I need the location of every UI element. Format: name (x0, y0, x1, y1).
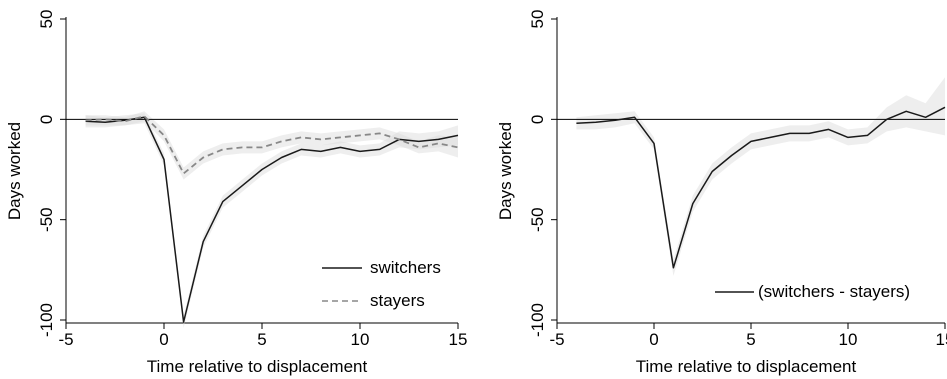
confidence-band-1 (576, 77, 945, 276)
legend-label-1: (switchers - stayers) (758, 282, 910, 301)
x-tick-label: 5 (257, 330, 266, 349)
x-tick-label: -5 (58, 330, 73, 349)
series-line-1 (576, 106, 946, 269)
y-axis-title: Days worked (5, 122, 24, 220)
confidence-band-1 (85, 113, 458, 328)
series-line-2 (85, 115, 459, 175)
x-axis-title: Time relative to displacement (147, 357, 368, 376)
confidence-band-2 (85, 111, 458, 180)
x-tick-label: 15 (449, 330, 468, 349)
x-tick-label: 15 (936, 330, 947, 349)
x-tick-label: -5 (549, 330, 564, 349)
y-tick-label: 0 (528, 115, 547, 124)
y-tick-label: -50 (37, 207, 56, 232)
series-line-1 (85, 116, 459, 323)
y-tick-label: 50 (37, 10, 56, 29)
x-tick-label: 10 (839, 330, 858, 349)
x-axis-title: Time relative to displacement (636, 357, 857, 376)
x-tick-label: 10 (351, 330, 370, 349)
y-tick-label: 0 (37, 115, 56, 124)
x-tick-label: 5 (746, 330, 755, 349)
y-axis-title: Days worked (496, 122, 515, 220)
y-tick-label: 50 (528, 10, 547, 29)
legend-label-2: stayers (370, 291, 425, 310)
legend-label-1: switchers (370, 258, 441, 277)
y-tick-label: -100 (37, 303, 56, 337)
x-tick-label: 0 (649, 330, 658, 349)
x-tick-label: 0 (159, 330, 168, 349)
y-tick-label: -50 (528, 207, 547, 232)
y-tick-label: -100 (528, 303, 547, 337)
